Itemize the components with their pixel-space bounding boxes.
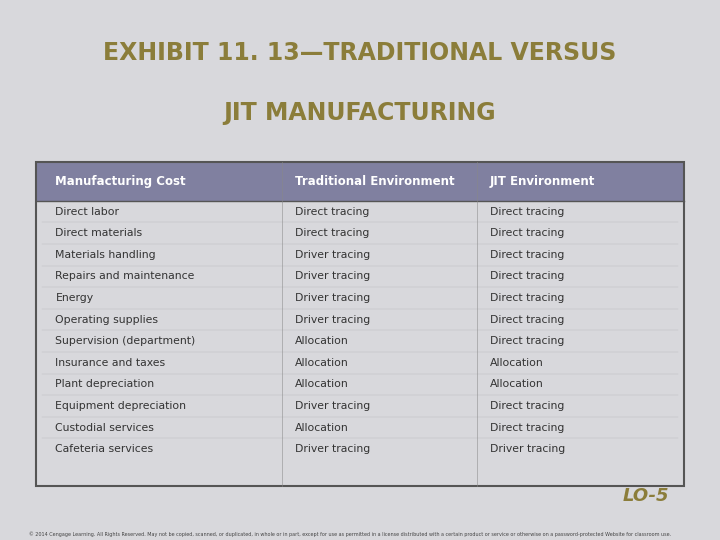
Text: Direct materials: Direct materials <box>55 228 143 238</box>
Text: Repairs and maintenance: Repairs and maintenance <box>55 272 195 281</box>
Text: Direct tracing: Direct tracing <box>490 315 564 325</box>
Text: EXHIBIT 11. 13—TRADITIONAL VERSUS: EXHIBIT 11. 13—TRADITIONAL VERSUS <box>103 41 617 65</box>
Text: Direct tracing: Direct tracing <box>295 228 369 238</box>
Text: Driver tracing: Driver tracing <box>295 315 371 325</box>
Bar <box>36 162 684 201</box>
Text: Driver tracing: Driver tracing <box>295 401 371 411</box>
Text: Equipment depreciation: Equipment depreciation <box>55 401 186 411</box>
Text: Allocation: Allocation <box>490 358 544 368</box>
Text: Allocation: Allocation <box>295 423 349 433</box>
Text: Allocation: Allocation <box>295 336 349 346</box>
Text: Manufacturing Cost: Manufacturing Cost <box>55 175 186 188</box>
Text: Direct labor: Direct labor <box>55 207 120 217</box>
Text: Cafeteria services: Cafeteria services <box>55 444 153 454</box>
Text: Direct tracing: Direct tracing <box>490 228 564 238</box>
Text: © 2014 Cengage Learning. All Rights Reserved. May not be copied, scanned, or dup: © 2014 Cengage Learning. All Rights Rese… <box>29 532 671 537</box>
Text: Direct tracing: Direct tracing <box>295 207 369 217</box>
Text: Materials handling: Materials handling <box>55 250 156 260</box>
Text: Direct tracing: Direct tracing <box>490 423 564 433</box>
Text: Direct tracing: Direct tracing <box>490 250 564 260</box>
Text: Supervision (department): Supervision (department) <box>55 336 196 346</box>
Text: Traditional Environment: Traditional Environment <box>295 175 455 188</box>
Text: Allocation: Allocation <box>490 380 544 389</box>
Text: Driver tracing: Driver tracing <box>490 444 565 454</box>
Text: Allocation: Allocation <box>295 358 349 368</box>
Text: Driver tracing: Driver tracing <box>295 272 371 281</box>
Text: Energy: Energy <box>55 293 94 303</box>
Text: Direct tracing: Direct tracing <box>490 293 564 303</box>
Text: Direct tracing: Direct tracing <box>490 207 564 217</box>
Text: Driver tracing: Driver tracing <box>295 444 371 454</box>
Text: Allocation: Allocation <box>295 380 349 389</box>
Text: JIT Environment: JIT Environment <box>490 175 595 188</box>
Text: Driver tracing: Driver tracing <box>295 250 371 260</box>
Text: Custodial services: Custodial services <box>55 423 154 433</box>
Text: Driver tracing: Driver tracing <box>295 293 371 303</box>
Text: Operating supplies: Operating supplies <box>55 315 158 325</box>
Text: JIT MANUFACTURING: JIT MANUFACTURING <box>224 102 496 125</box>
Text: Direct tracing: Direct tracing <box>490 272 564 281</box>
Text: Direct tracing: Direct tracing <box>490 401 564 411</box>
Text: Insurance and taxes: Insurance and taxes <box>55 358 166 368</box>
Text: Plant depreciation: Plant depreciation <box>55 380 155 389</box>
Text: Direct tracing: Direct tracing <box>490 336 564 346</box>
Text: LO-5: LO-5 <box>623 487 670 505</box>
